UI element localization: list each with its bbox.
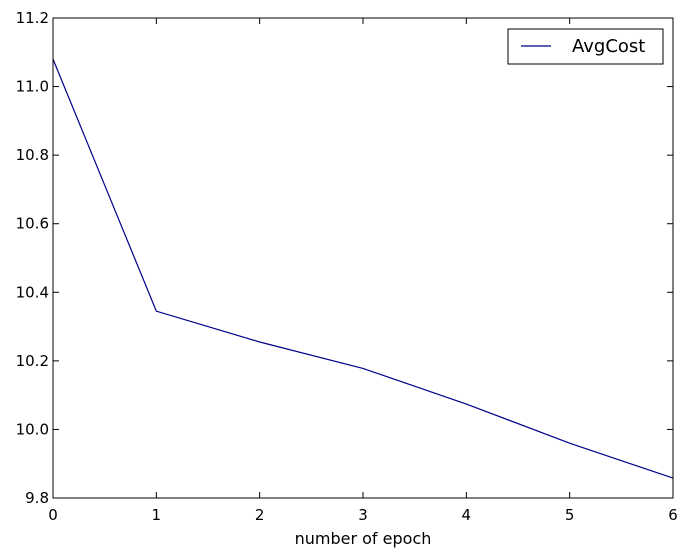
y-tick-label: 10.6 bbox=[16, 215, 49, 233]
x-tick-label: 2 bbox=[255, 506, 265, 524]
x-tick-label: 0 bbox=[48, 506, 58, 524]
series-line-avgcost bbox=[52, 58, 674, 479]
series-group bbox=[52, 58, 674, 479]
legend: AvgCost bbox=[507, 28, 664, 65]
y-tick-label: 10.8 bbox=[16, 146, 49, 164]
x-axis-label: number of epoch bbox=[295, 529, 432, 548]
x-tick-label: 4 bbox=[462, 506, 472, 524]
y-tick-label: 9.8 bbox=[25, 489, 49, 507]
x-tick-label: 3 bbox=[358, 506, 368, 524]
y-tick-label: 10.2 bbox=[16, 352, 49, 370]
y-tick-label: 11.0 bbox=[16, 78, 49, 96]
x-tick-label: 1 bbox=[152, 506, 162, 524]
plot-area bbox=[53, 18, 673, 498]
plot-frame bbox=[52, 17, 674, 499]
y-tick-label: 11.2 bbox=[16, 9, 49, 27]
x-tick-labels: 0 1 2 3 4 5 6 bbox=[48, 506, 678, 524]
x-tick-label: 5 bbox=[565, 506, 575, 524]
y-tick-label: 10.0 bbox=[16, 420, 49, 438]
y-tick-labels: 9.8 10.0 10.2 10.4 10.6 10.8 11.0 11.2 bbox=[16, 9, 49, 507]
y-tick-label: 10.4 bbox=[16, 283, 49, 301]
legend-label: AvgCost bbox=[572, 36, 645, 57]
x-tick-label: 6 bbox=[668, 506, 678, 524]
